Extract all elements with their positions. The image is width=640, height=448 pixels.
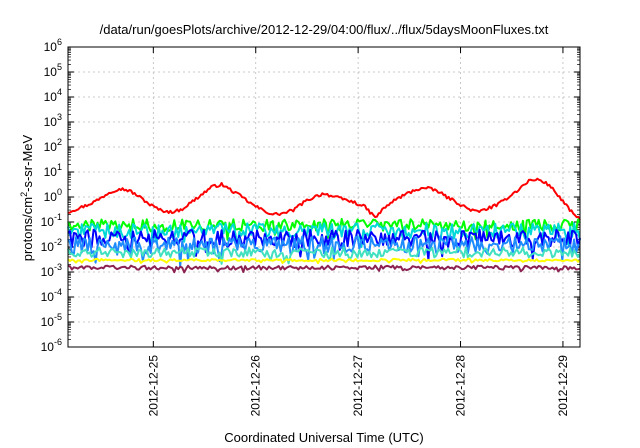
x-ticks: 2012-12-25 2012-12-26 2012-12-27 2012-12-28… [146,47,570,416]
y-axis-label-rest: -s-sr-MeV [20,134,35,191]
y-tick-label: 10-2 [41,237,62,254]
series-group [67,177,581,274]
x-tick-label: 2012-12-27 [351,355,365,417]
y-tick-label: 101 [44,162,62,179]
x-tick-label: 2012-12-29 [556,355,570,417]
y-tick-label: 105 [44,62,62,79]
y-tick-label: 10-1 [41,212,62,229]
y-tick-label: 10-5 [41,312,62,329]
y-tick-label: 106 [44,37,62,54]
series-line [67,222,581,251]
x-tick-label: 2012-12-25 [146,355,160,417]
x-tick-label: 2012-12-28 [454,355,468,417]
y-tick-label: 100 [44,187,62,204]
y-tick-label: 10-3 [41,262,62,279]
y-axis-label: protons/cm2-s-sr-MeV [19,134,35,261]
series-line [67,257,581,265]
y-ticks: 10-6 10-5 10-4 10-3 10-2 10-1 100 101 102 103 104 1… [41,37,580,354]
series-line [68,177,581,221]
y-axis-label-text: protons/cm [20,197,35,261]
y-tick-label: 103 [44,112,62,129]
x-axis-label: Coordinated Universal Time (UTC) [224,430,423,445]
plot-frame [67,46,581,348]
x-tick-label: 2012-12-26 [249,355,263,417]
series-line [67,264,581,274]
series-line [67,235,581,268]
y-tick-label: 104 [44,87,62,104]
y-tick-label: 10-4 [41,287,62,304]
svg-text:protons/cm2-s-sr-MeV: protons/cm2-s-sr-MeV [19,134,35,261]
y-tick-label: 10-6 [41,337,62,354]
chart-title: /data/run/goesPlots/archive/2012-12-29/0… [100,22,549,37]
series-line [67,246,581,265]
grid [68,47,580,347]
y-axis-label-sup: 2 [19,192,29,197]
y-tick-label: 102 [44,137,62,154]
